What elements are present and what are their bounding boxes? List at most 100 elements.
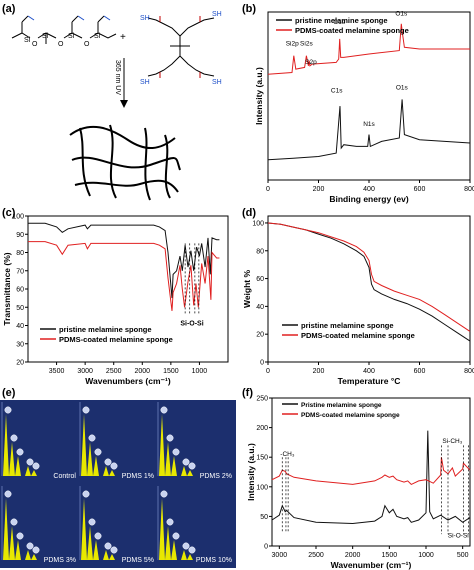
eds-element-marker (160, 490, 168, 498)
y-tick-label: 250 (256, 396, 268, 403)
x-tick-label: 3500 (49, 368, 65, 375)
eds-element-marker (10, 434, 18, 442)
atom-label: O (84, 41, 90, 48)
uv-label: 365 nm UV (114, 60, 121, 95)
eds-peak (25, 466, 31, 476)
eds-background (0, 400, 236, 568)
eds-peak (87, 526, 93, 560)
eds-peak (31, 470, 37, 476)
y-tick-label: 0 (260, 360, 264, 367)
eds-peak (3, 414, 9, 476)
chart-b: 0 200 400 600 800 Binding energy (ev) Intensit… (254, 10, 474, 204)
legend-entry: PDMS-coated melamine sponge (301, 412, 400, 419)
thiol-label: SH (212, 79, 222, 86)
eds-peak (181, 550, 187, 560)
eds-peak (165, 442, 171, 476)
eds-element-marker (94, 448, 102, 456)
eds-element-marker (172, 448, 180, 456)
x-tick-label: 0 (266, 186, 270, 193)
eds-element-marker (88, 434, 96, 442)
eds-element-marker (188, 462, 196, 470)
x-axis-label: Wavenumber (cm⁻¹) (331, 560, 412, 570)
x-tick-label: 1500 (382, 552, 398, 559)
atom-label: Si (68, 33, 75, 40)
eds-element-marker (110, 546, 118, 554)
eds-peak (159, 414, 165, 476)
peak-annotation: -CH₃ (280, 451, 295, 458)
atom-label: Si (24, 37, 31, 44)
eds-tile-label: PDMS 3% (44, 557, 76, 564)
eds-tile-label: PDMS 2% (200, 473, 232, 480)
y-tick-label: 40 (256, 304, 264, 311)
x-tick-label: 200 (313, 186, 325, 193)
eds-peak (171, 540, 177, 560)
x-axis-label: Wavenumbers (cm⁻¹) (85, 376, 171, 386)
eds-peak (3, 498, 9, 560)
eds-peak (87, 442, 93, 476)
eds-element-marker (26, 458, 34, 466)
x-tick-label: 800 (464, 368, 474, 375)
eds-peak (165, 526, 171, 560)
peak-annotation: Si2p (286, 41, 299, 48)
eds-tiles: Control PDMS 1% PDMS 2% PDMS 3% PDMS 5% PDMS … (1, 402, 232, 564)
x-tick-label: 800 (464, 186, 474, 193)
x-tick-label: 1000 (192, 368, 208, 375)
y-tick-label: 70 (16, 268, 24, 275)
eds-element-marker (188, 546, 196, 554)
eds-peak (15, 456, 21, 476)
y-tick-label: 100 (256, 484, 268, 491)
x-tick-label: 2500 (106, 368, 122, 375)
eds-element-marker (110, 462, 118, 470)
eds-peak (181, 466, 187, 476)
peak-annotation: Si-O-Si (448, 533, 469, 540)
peak-annotation: O1s (396, 84, 409, 91)
eds-element-marker (10, 518, 18, 526)
eds-element-marker (104, 542, 112, 550)
y-tick-label: 90 (16, 232, 24, 239)
eds-element-marker (4, 406, 12, 414)
x-tick-label: 2000 (345, 552, 361, 559)
legend-entry: Pristine melamine sponge (301, 402, 382, 409)
eds-element-marker (166, 434, 174, 442)
eds-element-marker (32, 546, 40, 554)
eds-peak (159, 498, 165, 560)
eds-tile-label: PDMS 5% (122, 557, 154, 564)
y-tick-label: 80 (16, 250, 24, 257)
eds-element-marker (166, 518, 174, 526)
peak-annotation: O1s (395, 10, 408, 17)
x-axis-label: Temperature °C (338, 376, 401, 386)
x-tick-label: 3000 (272, 552, 288, 559)
series-line-red (267, 23, 470, 75)
legend-entry: pristine melamine sponge (295, 16, 388, 25)
eds-peak (31, 554, 37, 560)
series-line-black (28, 222, 220, 299)
eds-element-marker (82, 490, 90, 498)
y-tick-label: 150 (256, 455, 268, 462)
eds-element-marker (104, 458, 112, 466)
y-tick-label: 60 (16, 287, 24, 294)
eds-peak (9, 526, 15, 560)
eds-element-marker (26, 542, 34, 550)
atom-label: Si (94, 33, 101, 40)
eds-peak (103, 466, 109, 476)
eds-element-marker (82, 406, 90, 414)
x-axis-label: Binding energy (ev) (329, 194, 409, 204)
legend-entry: PDMS-coated melamine sponge (295, 26, 409, 35)
eds-peak (171, 456, 177, 476)
x-tick-label: 500 (457, 552, 469, 559)
peak-annotation: Si-O-Si (180, 321, 203, 328)
atom-label: O (32, 41, 38, 48)
panel-f-label: (f) (242, 387, 253, 399)
eds-peak (15, 540, 21, 560)
eds-peak (109, 554, 115, 560)
eds-element-marker (4, 490, 12, 498)
x-tick-label: 2000 (134, 368, 150, 375)
x-tick-label: 400 (363, 186, 375, 193)
y-tick-label: 80 (256, 248, 264, 255)
y-tick-label: 30 (16, 341, 24, 348)
eds-peak (187, 554, 193, 560)
eds-peak (103, 550, 109, 560)
eds-tile-label: PDMS 10% (196, 557, 232, 564)
x-tick-label: 2500 (308, 552, 324, 559)
series-line-red (267, 222, 471, 332)
